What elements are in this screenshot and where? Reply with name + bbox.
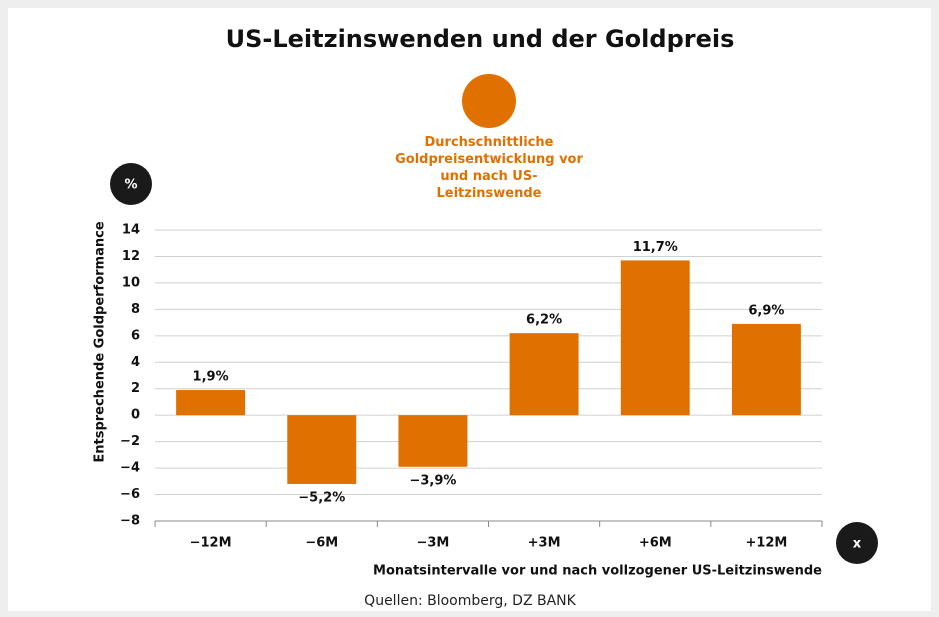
chart-title: US-Leitzinswenden und der Goldpreis bbox=[226, 25, 735, 53]
y-tick-label: 14 bbox=[122, 223, 140, 238]
x-tick-label: −12M bbox=[190, 536, 232, 551]
x-unit: x bbox=[853, 537, 862, 552]
x-tick-label: +3M bbox=[528, 536, 561, 551]
y-tick-label: 10 bbox=[122, 275, 140, 290]
x-tick-label: +6M bbox=[639, 536, 672, 551]
data-label: 11,7% bbox=[633, 240, 678, 255]
bar bbox=[620, 260, 690, 416]
data-label: 6,2% bbox=[526, 313, 562, 328]
y-unit-badge bbox=[110, 163, 152, 205]
legend-label: Durchschnittliche Goldpreisentwicklung v… bbox=[395, 135, 583, 201]
y-tick-label: 6 bbox=[131, 328, 140, 343]
source: Quellen: Bloomberg, DZ BANK bbox=[364, 593, 576, 609]
bar bbox=[398, 415, 468, 467]
y-tick-label: 0 bbox=[131, 408, 140, 423]
y-tick-label: −8 bbox=[120, 514, 140, 529]
y-tick-label: 2 bbox=[131, 381, 140, 396]
y-tick-label: −2 bbox=[120, 434, 140, 449]
y-tick-label: 4 bbox=[131, 355, 140, 370]
x-tick-label: −3M bbox=[416, 536, 449, 551]
y-unit: % bbox=[124, 178, 137, 193]
y-tick-label: −4 bbox=[120, 461, 140, 476]
y-axis-label: Entsprechende Goldperformance bbox=[93, 221, 108, 462]
y-tick-label: 8 bbox=[131, 302, 140, 317]
legend-swatch bbox=[462, 74, 516, 128]
data-label: −3,9% bbox=[409, 473, 456, 488]
data-label: −5,2% bbox=[298, 490, 345, 505]
x-tick-label: −6M bbox=[305, 536, 338, 551]
data-label: 6,9% bbox=[748, 303, 784, 318]
bar bbox=[509, 333, 579, 416]
x-axis-label: Monatsintervalle vor und nach vollzogene… bbox=[373, 564, 822, 579]
bar bbox=[176, 390, 246, 416]
y-tick-label: −6 bbox=[120, 487, 140, 502]
y-tick-label: 12 bbox=[122, 249, 140, 264]
bar bbox=[287, 415, 357, 484]
x-unit-badge bbox=[836, 522, 878, 564]
bar bbox=[731, 323, 801, 416]
data-label: 1,9% bbox=[193, 370, 229, 385]
x-tick-label: +12M bbox=[745, 536, 787, 551]
